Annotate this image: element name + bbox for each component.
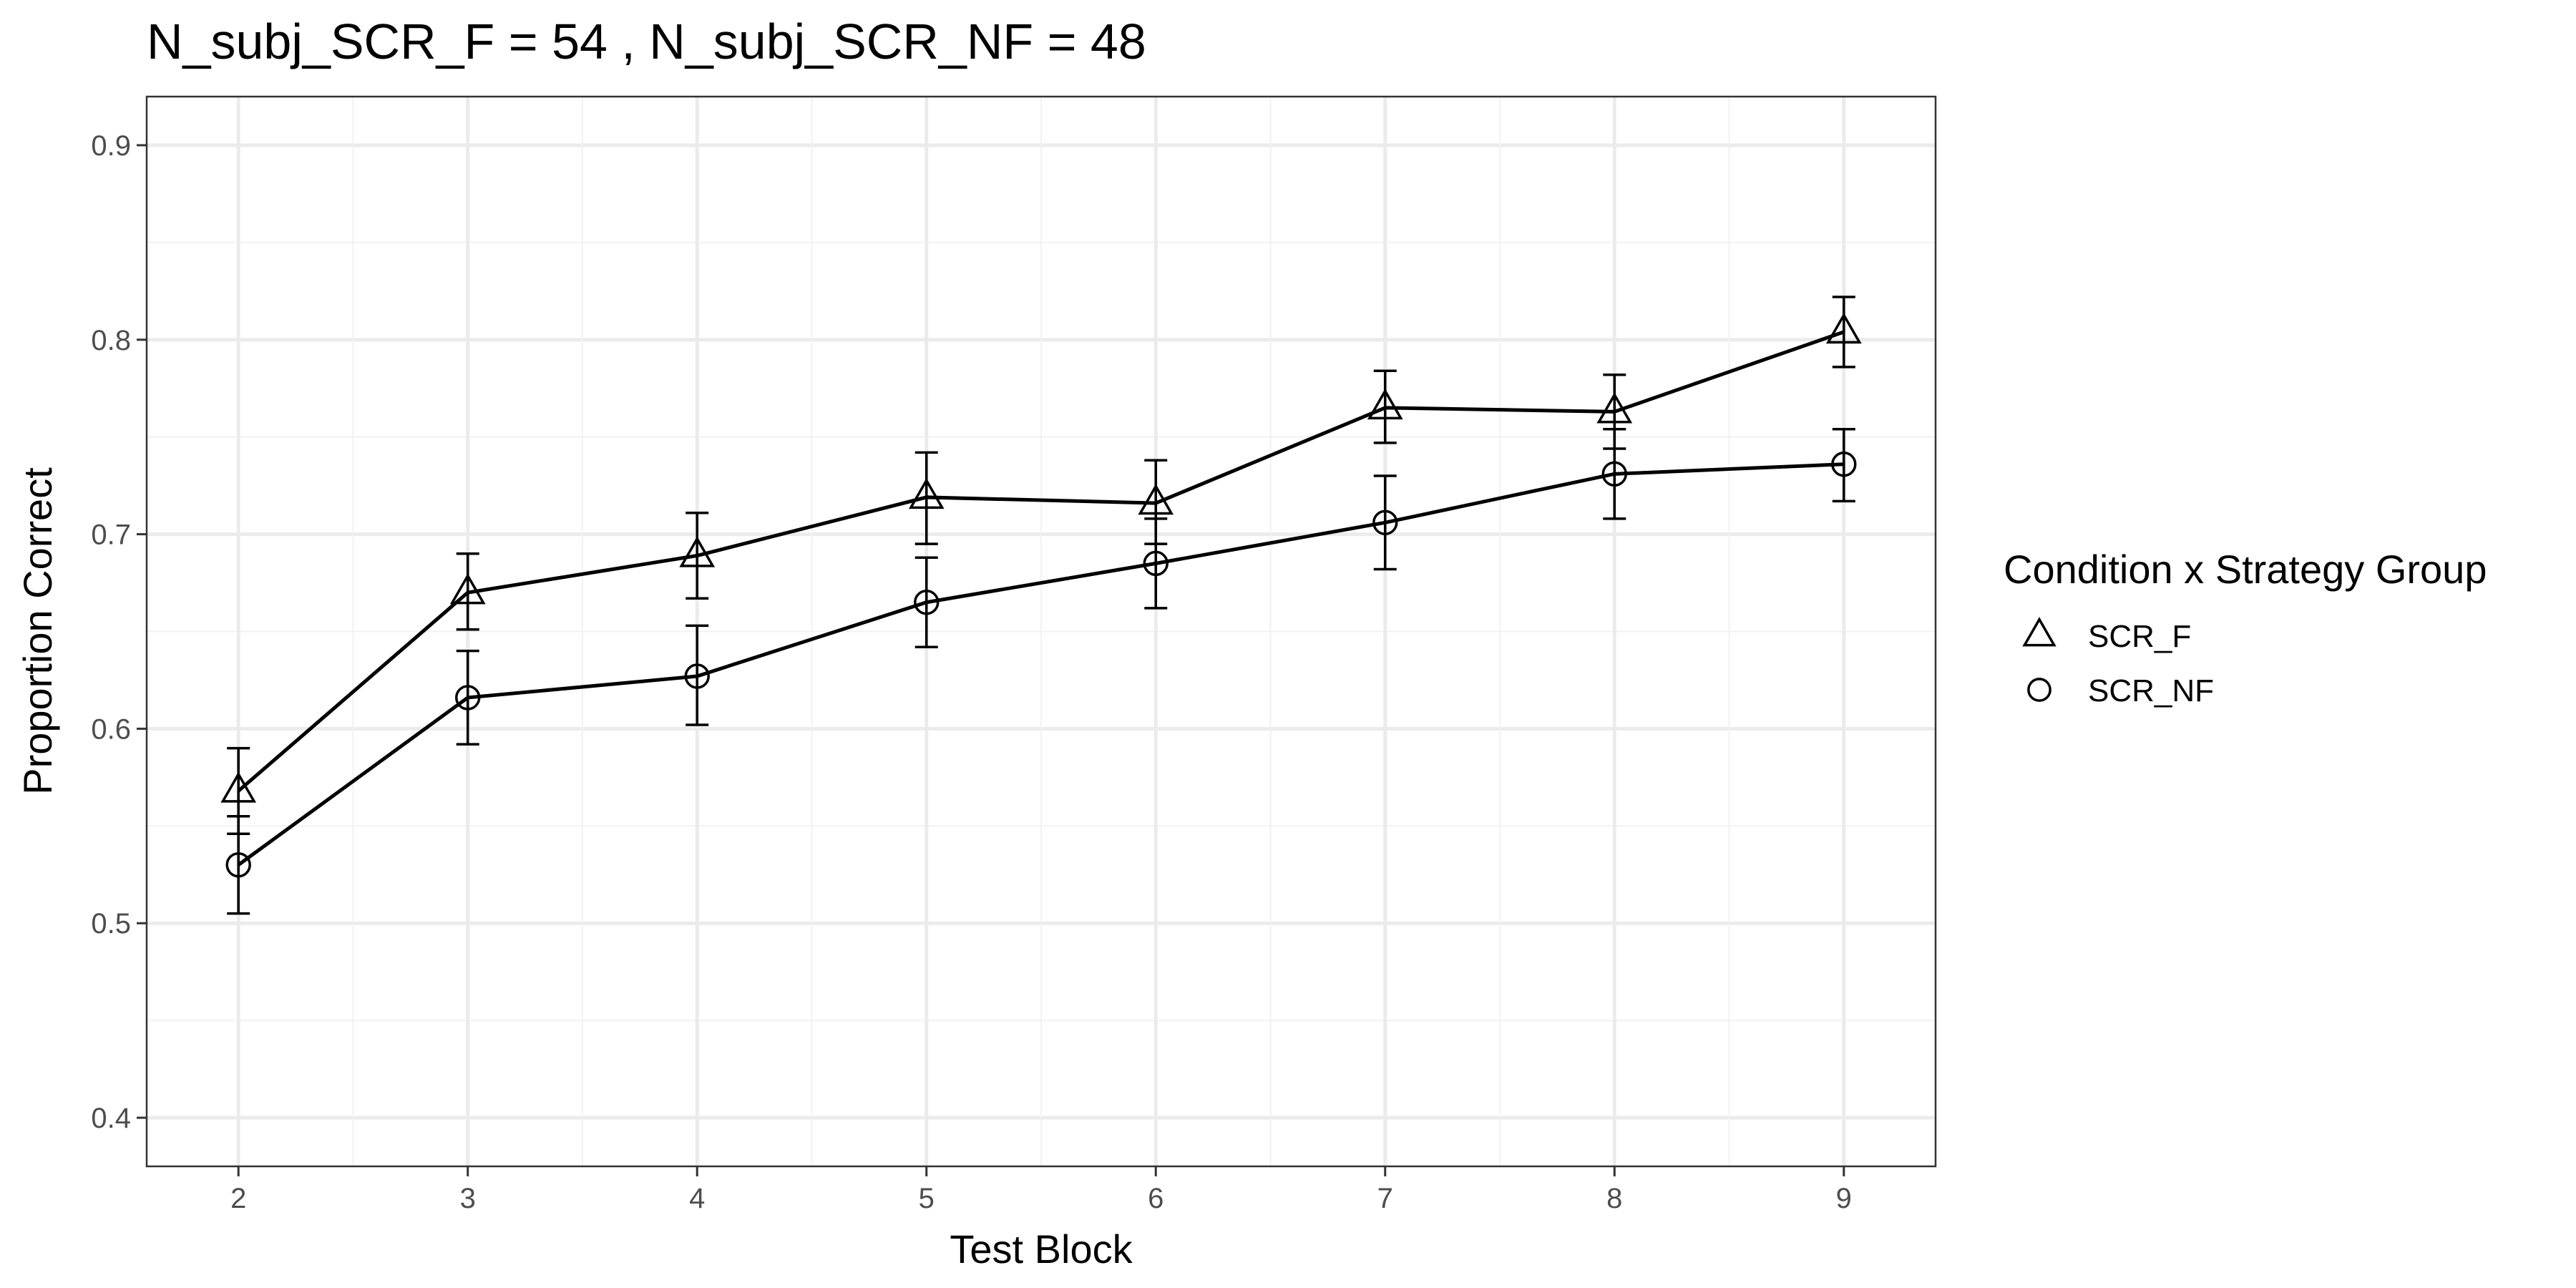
axis-layer: 0.4 0.5 0.6 0.7 0.8 0.9 2 3 4 5 6 7 8 9 — [91, 130, 1852, 1214]
series-SCR_NF — [225, 428, 1857, 915]
x-axis-title: Test Block — [950, 1226, 1133, 1272]
legend-label: SCR_F — [2088, 619, 2191, 654]
data-point-circle — [1372, 509, 1398, 535]
legend-title: Condition x Strategy Group — [2004, 547, 2487, 592]
data-point-circle — [1831, 452, 1857, 477]
data-point-triangle — [449, 573, 486, 605]
x-tick-label: 6 — [1148, 1183, 1163, 1214]
legend: Condition x Strategy Group SCR_F SCR_NF — [2004, 547, 2487, 708]
legend-label: SCR_NF — [2088, 673, 2214, 708]
plot-panel-border — [145, 95, 1937, 1168]
legend-key-circle — [2027, 678, 2051, 702]
series-line — [237, 330, 1845, 793]
data-point-circle — [914, 590, 940, 615]
data-point-circle — [684, 663, 710, 689]
data-point-triangle — [220, 771, 257, 803]
data-point-triangle — [1596, 392, 1633, 424]
data-point-triangle — [908, 477, 945, 509]
data-point-triangle — [1138, 484, 1174, 515]
data-point-triangle — [1367, 388, 1403, 420]
series-SCR_F — [220, 296, 1862, 835]
legend-item-SCR_NF: SCR_NF — [2027, 673, 2214, 708]
legend-item-SCR_F: SCR_F — [2022, 617, 2191, 654]
y-tick-label: 0.4 — [91, 1103, 131, 1134]
x-tick-label: 5 — [919, 1183, 935, 1214]
legend-key-triangle — [2022, 617, 2057, 647]
x-tick-label: 8 — [1606, 1183, 1622, 1214]
data-point-circle — [225, 852, 251, 878]
data-point-circle — [455, 685, 481, 711]
legend-items: SCR_F SCR_NF — [2022, 617, 2214, 708]
y-tick-label: 0.5 — [91, 908, 131, 940]
y-axis-title: Proportion Correct — [15, 467, 60, 795]
data-point-circle — [1143, 550, 1169, 577]
y-tick-label: 0.7 — [91, 519, 131, 551]
y-tick-label: 0.6 — [91, 713, 131, 745]
y-tick-label: 0.8 — [91, 325, 131, 356]
chart-title: N_subj_SCR_F = 54 , N_subj_SCR_NF = 48 — [147, 14, 1146, 69]
series-layer — [220, 296, 1862, 915]
data-point-triangle — [679, 536, 716, 567]
y-tick-label: 0.9 — [91, 130, 131, 162]
series-line — [237, 462, 1844, 867]
x-tick-label: 3 — [460, 1183, 476, 1214]
data-point-triangle — [1825, 312, 1862, 344]
data-point-circle — [1601, 461, 1627, 487]
x-tick-label: 7 — [1377, 1183, 1393, 1214]
x-tick-label: 9 — [1836, 1183, 1852, 1214]
x-tick-label: 4 — [689, 1183, 705, 1214]
x-tick-label: 2 — [230, 1183, 246, 1214]
